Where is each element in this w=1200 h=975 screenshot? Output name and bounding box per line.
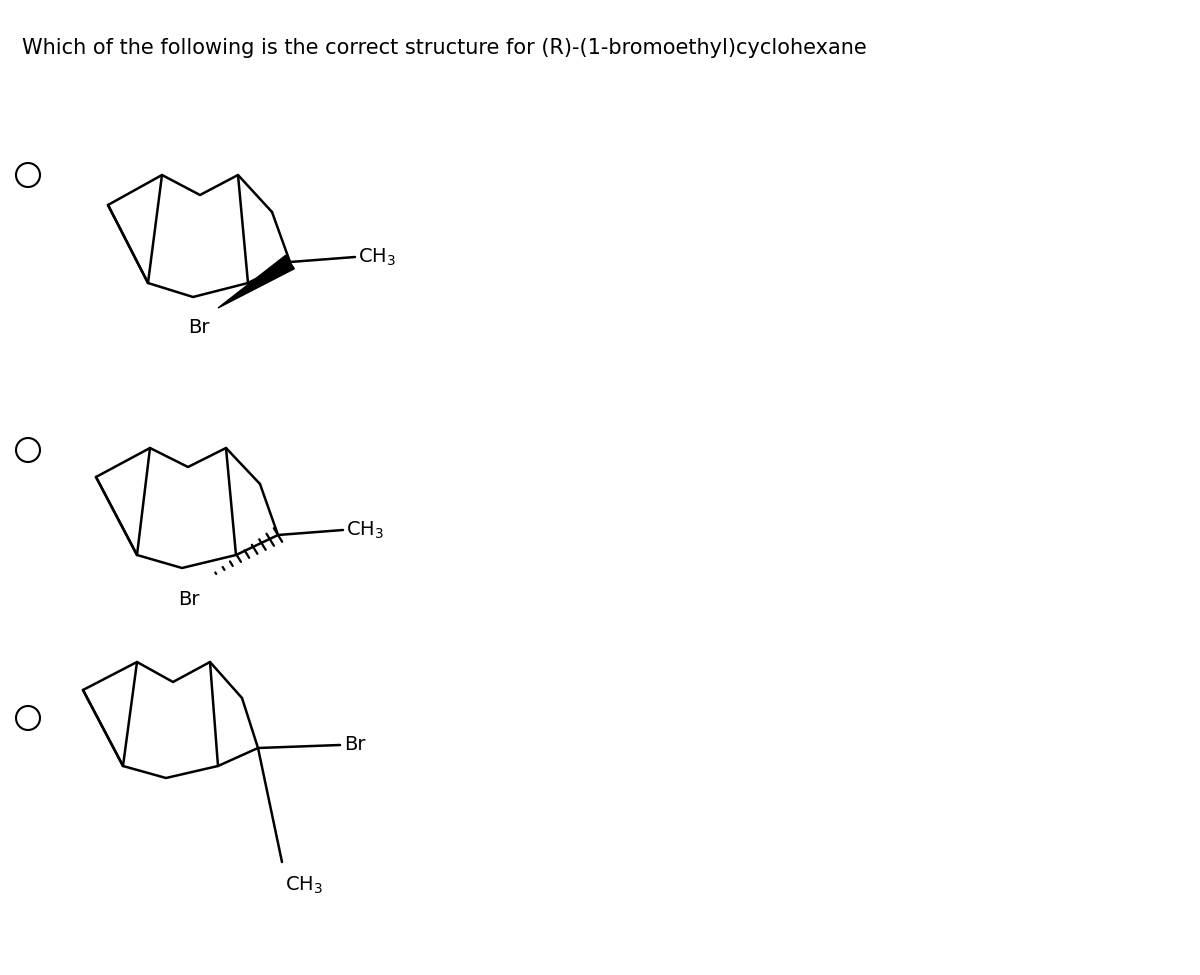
Text: Br: Br xyxy=(344,735,366,755)
Text: CH$_3$: CH$_3$ xyxy=(358,247,396,268)
Text: CH$_3$: CH$_3$ xyxy=(346,520,384,541)
Text: Br: Br xyxy=(179,590,200,609)
Polygon shape xyxy=(218,255,294,308)
Text: Br: Br xyxy=(188,318,210,337)
Text: CH$_3$: CH$_3$ xyxy=(286,875,323,896)
Text: Which of the following is the correct structure for (R)-(1-bromoethyl)cyclohexan: Which of the following is the correct st… xyxy=(22,38,866,58)
